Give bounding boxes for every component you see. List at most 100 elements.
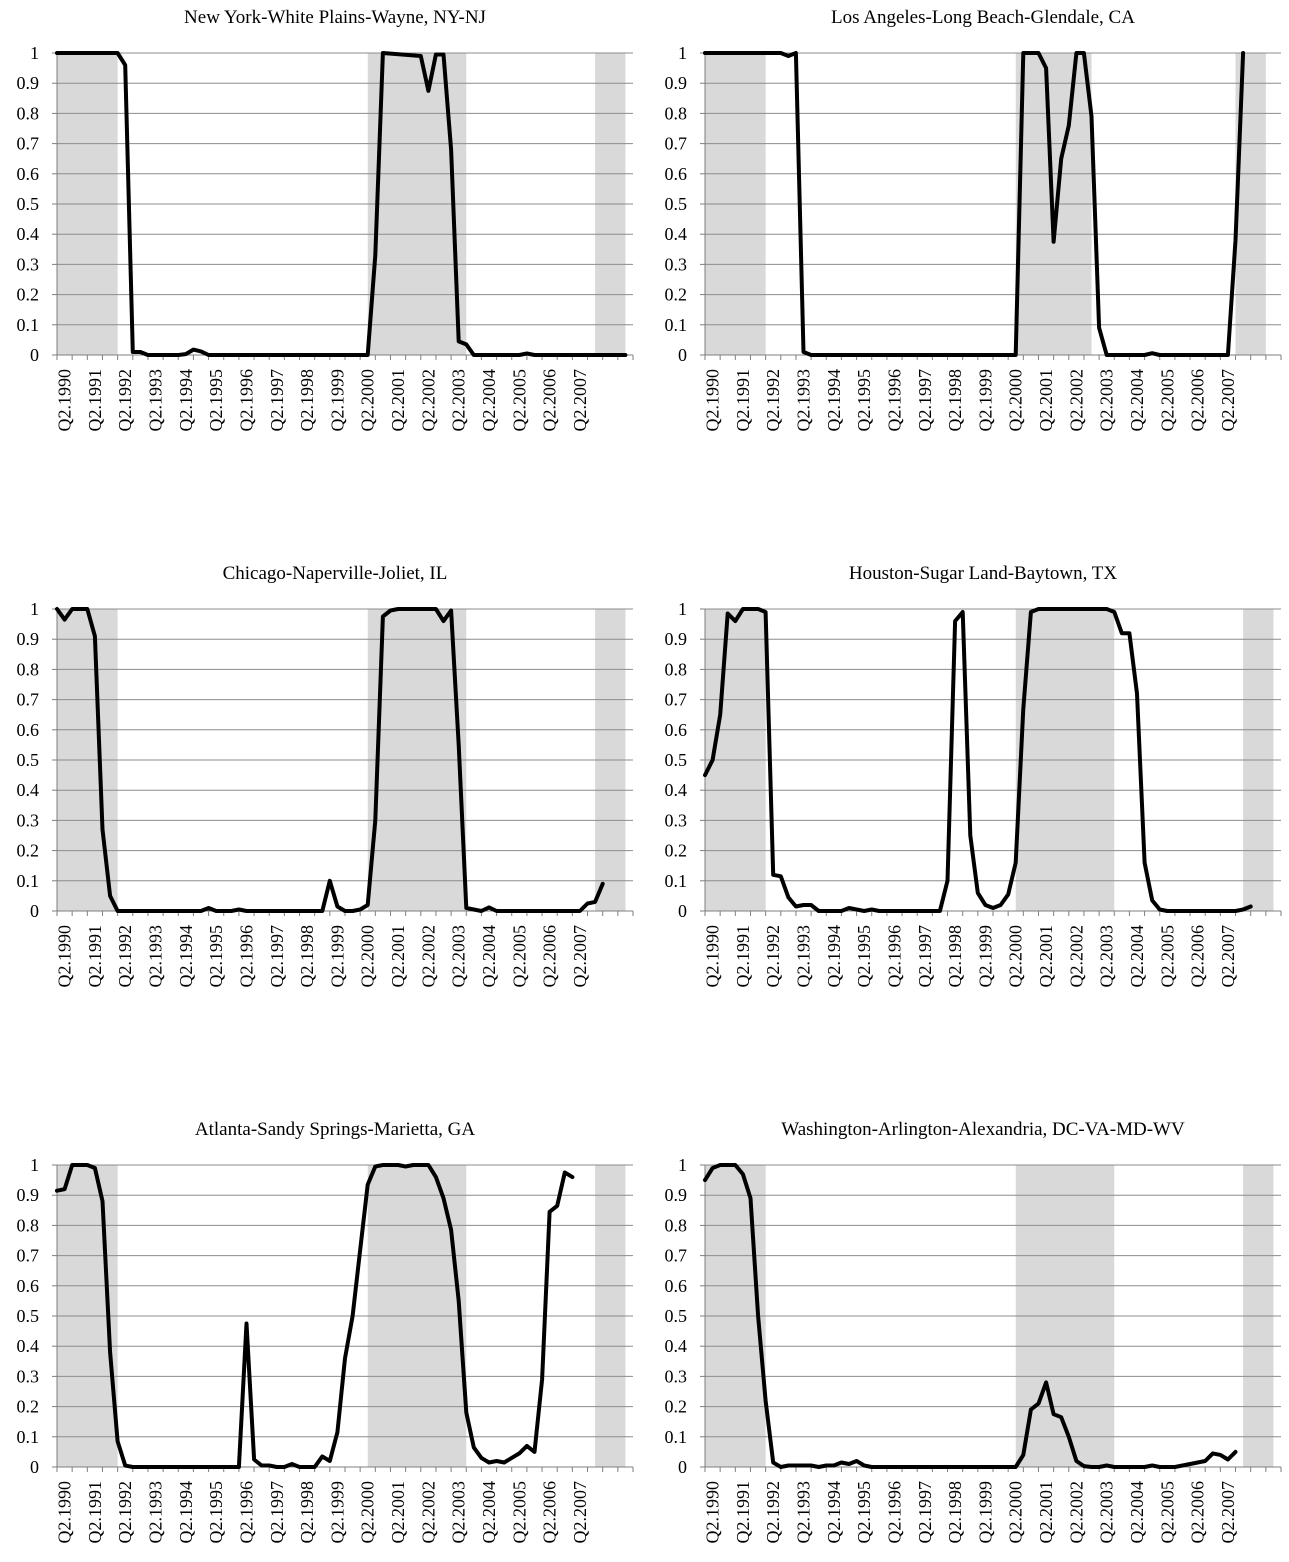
chart-panel-4: Houston-Sugar Land-Baytown, TX 0 0.1 0.2 0.3… [665,563,1282,988]
y-tick-label: 0.3 [665,810,688,830]
x-tick-label: Q2.1996 [884,369,904,432]
x-tick-label: Q2.1994 [824,925,844,988]
y-tick-label: 0.7 [665,690,688,710]
y-tick-label: 0.4 [665,224,688,244]
x-tick-label: Q2.2002 [418,369,438,432]
y-tick-label: 0.2 [665,285,688,305]
y-tick-label: 0.1 [17,871,40,891]
x-tick-label: Q2.1999 [975,925,995,988]
x-tick-label: Q2.1995 [206,1481,226,1544]
x-tick-label: Q2.2007 [570,369,590,432]
y-tick-label: 0.6 [665,720,688,740]
x-tick-label: Q2.2006 [1188,369,1208,432]
x-tick-label: Q2.1995 [206,925,226,988]
x-tick-label: Q2.1990 [703,925,723,988]
x-tick-label: Q2.1998 [945,925,965,988]
x-tick-label: Q2.2002 [1066,1481,1086,1544]
x-tick-label: Q2.2001 [1036,925,1056,988]
x-tick-label: Q2.1995 [854,369,874,432]
y-tick-label: 0 [678,1457,687,1477]
x-tick-label: Q2.2006 [1188,925,1208,988]
x-tick-label: Q2.1992 [115,369,135,432]
series-line [55,607,605,913]
y-tick-label: 0.6 [665,1276,688,1296]
y-tick-label: 0.8 [17,1215,40,1235]
y-tick-label: 0 [678,901,687,921]
y-tick-label: 0.1 [665,1427,688,1447]
y-tick-label: 0.2 [665,841,688,861]
y-tick-label: 0.3 [665,254,688,274]
y-tick-label: 0.8 [17,103,40,123]
y-tick-label: 0.4 [17,780,40,800]
x-tick-label: Q2.1997 [267,925,287,988]
x-tick-label: Q2.2003 [1097,1481,1117,1544]
y-tick-label: 0.9 [17,1185,40,1205]
x-tick-label: Q2.2004 [479,925,499,988]
x-tick-label: Q2.1997 [915,369,935,432]
x-tick-label: Q2.1996 [884,1481,904,1544]
y-tick-label: 0.7 [17,134,40,154]
x-tick-label: Q2.1998 [297,925,317,988]
x-tick-label: Q2.1992 [763,369,783,432]
y-tick-label: 0.1 [17,1427,40,1447]
y-tick-label: 0.5 [665,194,688,214]
y-tick-label: 0.6 [17,720,40,740]
x-tick-label: Q2.1997 [915,925,935,988]
y-tick-label: 1 [30,599,39,619]
y-tick-label: 1 [678,599,687,619]
y-tick-label: 0.8 [17,659,40,679]
x-tick-label: Q2.2002 [1066,925,1086,988]
x-tick-label: Q2.1997 [267,1481,287,1544]
x-tick-label: Q2.2001 [1036,369,1056,432]
y-tick-label: 1 [678,1155,687,1175]
x-tick-label: Q2.2006 [1188,1481,1208,1544]
series-line [703,51,1246,357]
x-tick-label: Q2.1998 [297,369,317,432]
chart-panel-5: Atlanta-Sandy Springs-Marietta, GA 0 0.1 0.… [17,1119,634,1544]
x-tick-label: Q2.1996 [236,1481,256,1544]
y-tick-label: 0.7 [665,134,688,154]
x-tick-label: Q2.1992 [115,925,135,988]
x-tick-label: Q2.2006 [540,1481,560,1544]
x-tick-label: Q2.1995 [206,369,226,432]
x-tick-label: Q2.1990 [55,369,75,432]
x-tick-label: Q2.1990 [703,369,723,432]
y-tick-label: 0.3 [665,1366,688,1386]
x-tick-label: Q2.2000 [358,369,378,432]
series-line [55,1163,575,1469]
x-tick-label: Q2.2002 [418,1481,438,1544]
y-tick-label: 0.7 [17,690,40,710]
y-tick-label: 1 [678,43,687,63]
x-tick-label: Q2.1993 [146,1481,166,1544]
y-tick-label: 0 [678,345,687,365]
y-tick-label: 0.4 [17,224,40,244]
x-tick-label: Q2.2005 [1157,369,1177,432]
y-tick-label: 0.2 [17,841,40,861]
x-tick-label: Q2.1990 [55,925,75,988]
x-tick-label: Q2.1998 [297,1481,317,1544]
x-tick-label: Q2.2006 [540,925,560,988]
y-tick-label: 0.4 [665,780,688,800]
chart-panel-1: New York-White Plains-Wayne, NY-NJ 0 0.1 0.… [17,7,634,432]
x-tick-label: Q2.1997 [915,1481,935,1544]
x-tick-label: Q2.2000 [1006,925,1026,988]
x-tick-label: Q2.2007 [1218,369,1238,432]
x-tick-label: Q2.1994 [824,1481,844,1544]
x-tick-label: Q2.1992 [115,1481,135,1544]
x-tick-label: Q2.1991 [733,369,753,432]
x-tick-label: Q2.2001 [388,1481,408,1544]
x-tick-label: Q2.1992 [763,1481,783,1544]
y-tick-label: 0.6 [17,1276,40,1296]
y-tick-label: 0.9 [17,73,40,93]
x-tick-label: Q2.2005 [1157,1481,1177,1544]
x-tick-label: Q2.1990 [703,1481,723,1544]
x-tick-label: Q2.2005 [509,925,529,988]
y-tick-label: 0.4 [17,1336,40,1356]
x-tick-label: Q2.1993 [146,369,166,432]
x-tick-label: Q2.2000 [1006,369,1026,432]
x-tick-label: Q2.1999 [975,369,995,432]
y-tick-label: 0.9 [665,1185,688,1205]
x-tick-label: Q2.1994 [176,369,196,432]
x-tick-label: Q2.1995 [854,1481,874,1544]
x-tick-label: Q2.1995 [854,925,874,988]
